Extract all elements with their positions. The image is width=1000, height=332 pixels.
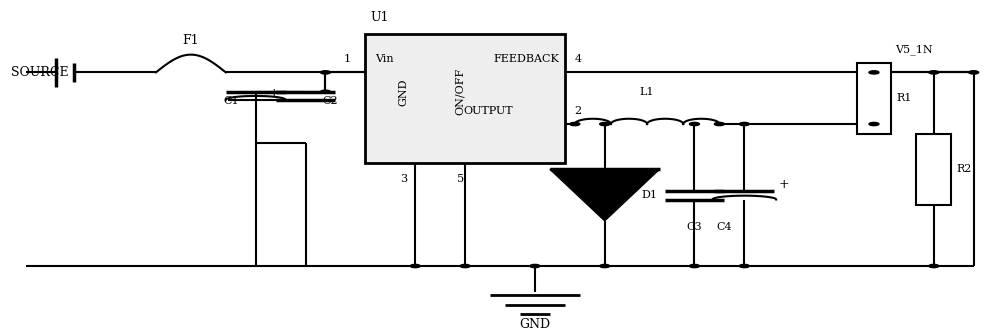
- Text: 3: 3: [400, 174, 407, 184]
- Text: V5_1N: V5_1N: [895, 44, 933, 55]
- Circle shape: [929, 264, 939, 268]
- Text: D1: D1: [642, 190, 658, 200]
- Circle shape: [739, 123, 749, 125]
- Circle shape: [689, 123, 699, 125]
- Bar: [365, 34, 565, 163]
- Circle shape: [739, 264, 749, 268]
- Circle shape: [570, 123, 580, 125]
- Text: L1: L1: [640, 87, 654, 97]
- Text: 4: 4: [574, 54, 581, 64]
- Text: SOURCE: SOURCE: [11, 66, 69, 79]
- Text: R2: R2: [956, 164, 971, 174]
- Text: Vin: Vin: [375, 54, 394, 64]
- Circle shape: [460, 264, 470, 268]
- Text: U1: U1: [370, 11, 389, 24]
- Circle shape: [410, 264, 420, 268]
- Text: C4: C4: [717, 222, 732, 232]
- Circle shape: [321, 71, 330, 74]
- Text: GND: GND: [519, 318, 550, 331]
- Circle shape: [869, 123, 879, 125]
- Circle shape: [714, 123, 724, 125]
- Circle shape: [600, 264, 610, 268]
- Circle shape: [530, 264, 540, 268]
- Circle shape: [969, 71, 979, 74]
- Text: R1: R1: [896, 93, 912, 103]
- Text: C2: C2: [323, 96, 338, 107]
- Circle shape: [869, 71, 879, 74]
- Text: ON/OFF: ON/OFF: [455, 68, 465, 116]
- Text: GND: GND: [398, 78, 408, 106]
- Text: C3: C3: [687, 222, 702, 232]
- Bar: [857, 63, 891, 134]
- Text: OUTPUT: OUTPUT: [463, 106, 513, 116]
- Text: +: +: [268, 87, 279, 100]
- Text: 5: 5: [457, 174, 464, 184]
- Text: +: +: [779, 178, 790, 191]
- Text: FEEDBACK: FEEDBACK: [493, 54, 559, 64]
- Circle shape: [689, 264, 699, 268]
- Circle shape: [929, 71, 939, 74]
- Circle shape: [600, 123, 610, 125]
- Text: 2: 2: [574, 106, 581, 116]
- Circle shape: [321, 90, 330, 93]
- Polygon shape: [550, 169, 660, 221]
- Bar: [916, 134, 951, 205]
- Text: C1: C1: [223, 96, 239, 107]
- Text: F1: F1: [183, 34, 199, 46]
- Text: 1: 1: [344, 54, 351, 64]
